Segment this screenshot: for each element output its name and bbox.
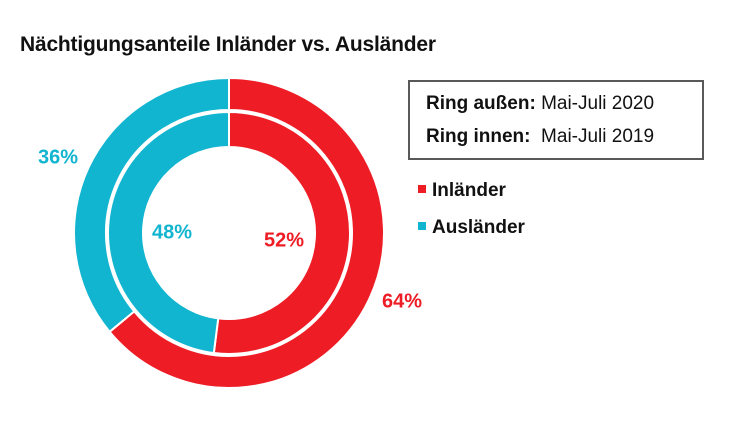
outer-label-inlaender: 64% [382,290,422,312]
inner-slice-auslaender [107,110,230,355]
legend-label-auslaender: Ausländer [432,217,525,238]
inner-slice-inlaender [212,110,351,355]
outer-ring-info: Ring außen: Mai-Juli 2020 [426,93,654,115]
legend-swatch-auslaender [418,221,426,230]
legend-item-auslaender: Ausländer [418,217,525,239]
legend-label-inlaender: Inländer [432,180,506,201]
ring-info-box: Ring außen: Mai-Juli 2020 Ring innen: Ma… [408,80,704,160]
outer-ring-period: Mai-Juli 2020 [541,93,655,114]
inner-ring [107,110,351,355]
legend-item-inlaender: Inländer [418,180,506,202]
inner-ring-period: Mai-Juli 2019 [541,126,655,147]
outer-ring-label: Ring außen: [426,93,536,114]
outer-slice-auslaender [73,76,230,334]
outer-label-auslaender: 36% [38,146,78,168]
inner-ring-info: Ring innen: Mai-Juli 2019 [426,126,654,148]
inner-label-auslaender: 48% [152,221,192,243]
inner-label-inlaender: 52% [264,229,304,251]
chart-title: Nächtigungsanteile Inländer vs. Auslände… [20,33,436,56]
legend-swatch-inlaender [418,184,426,193]
outer-ring [73,76,385,389]
data-labels: 64% 36% 52% 48% [38,146,422,312]
outer-slice-inlaender [108,76,385,389]
inner-ring-label: Ring innen: [426,126,531,147]
